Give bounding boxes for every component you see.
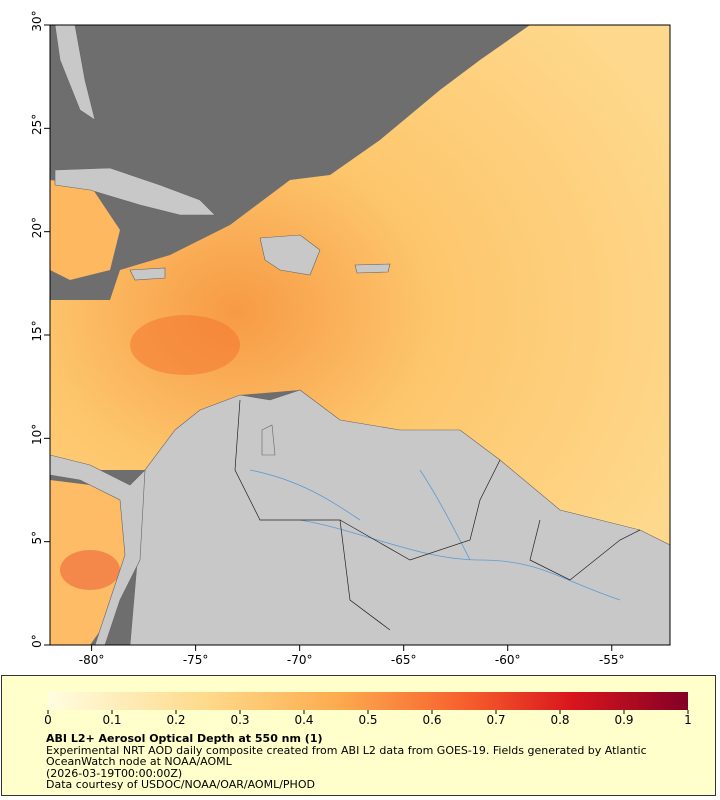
axes: -80° -75° -70° -65° -60° -55° 0° 5° 10° 15° 20° 25°…	[30, 10, 625, 667]
map-area	[50, 25, 670, 645]
aod-field-west	[50, 180, 120, 280]
colorbar-tick-label: 0.2	[166, 713, 185, 727]
y-tick-label: 10°	[30, 424, 44, 445]
colorbar-tick-label: 0.5	[358, 713, 377, 727]
x-tick-label: -80°	[79, 653, 105, 667]
y-tick-label: 0°	[30, 634, 44, 648]
x-tick-label: -65°	[391, 653, 417, 667]
colorbar-ticks: 0 0.1 0.2 0.3 0.4 0.5 0.6 0.7 0.8 0.9 1	[44, 710, 692, 727]
colorbar-tick-label: 0.3	[230, 713, 249, 727]
x-tick-label: -55°	[599, 653, 625, 667]
y-tick-label: 5°	[30, 531, 44, 545]
borders	[234, 399, 641, 631]
y-tick-label: 20°	[30, 217, 44, 238]
high-aod-patch	[60, 550, 120, 590]
time-stamp: (2026-03-19T00:00:00Z)	[46, 766, 183, 780]
colorbar-tick-label: 1	[684, 713, 692, 727]
x-tick-label: -75°	[183, 653, 209, 667]
x-tick-label: -60°	[495, 653, 521, 667]
aod-field	[50, 25, 670, 545]
description: Experimental NRT AOD daily composite cre…	[46, 743, 647, 768]
colorbar-tick-label: 0.8	[550, 713, 569, 727]
rivers	[249, 469, 621, 601]
land	[50, 25, 670, 645]
y-tick-label: 30°	[30, 10, 44, 31]
x-tick-label: -70°	[287, 653, 313, 667]
colorbar-title: ABI L2+ Aerosol Optical Depth at 550 nm …	[46, 732, 323, 745]
colorbar	[48, 692, 688, 710]
colorbar-tick-label: 0.7	[486, 713, 505, 727]
colorbar-tick-label: 0	[44, 713, 52, 727]
colorbar-tick-label: 0.6	[422, 713, 441, 727]
y-tick-label: 15°	[30, 320, 44, 341]
colorbar-tick-label: 0.9	[614, 713, 633, 727]
colorbar-tick-label: 0.1	[102, 713, 121, 727]
caption: ABI L2+ Aerosol Optical Depth at 550 nm …	[46, 733, 676, 791]
high-aod-patch	[130, 315, 240, 375]
y-tick-label: 25°	[30, 114, 44, 135]
credit: Data courtesy of USDOC/NOAA/OAR/AOML/PHO…	[46, 778, 315, 791]
colorbar-tick-label: 0.4	[294, 713, 313, 727]
